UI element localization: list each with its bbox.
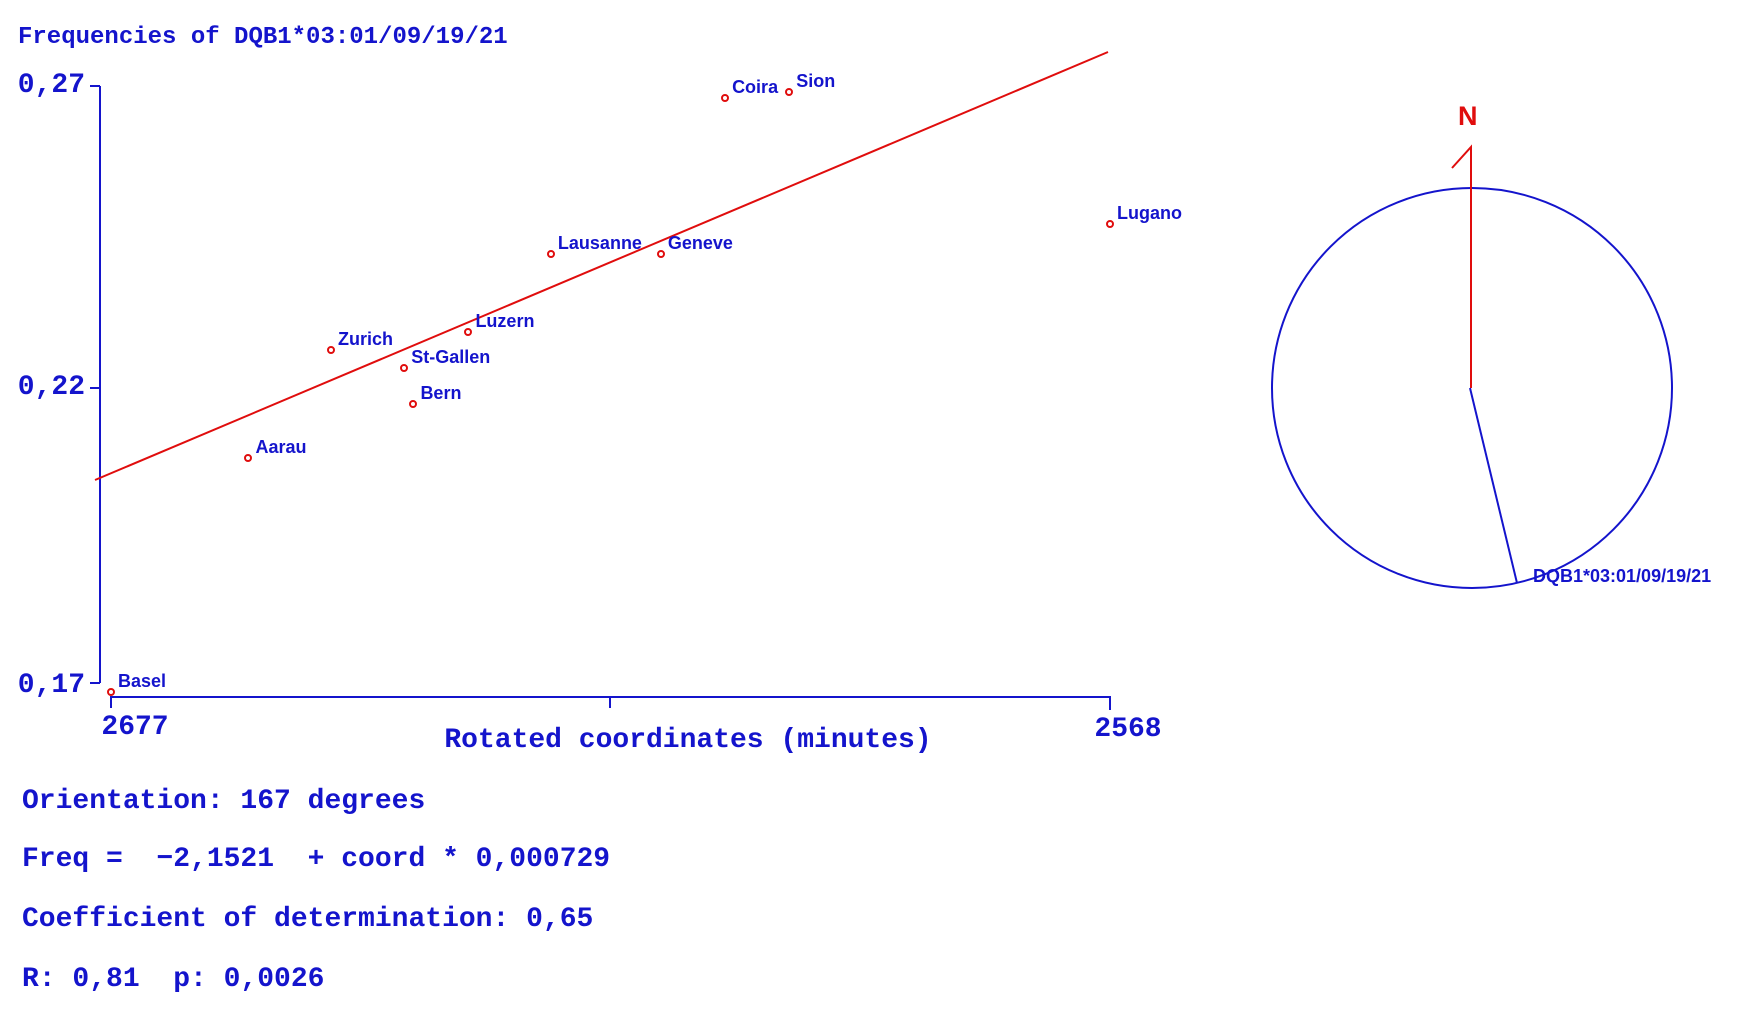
x-axis-line xyxy=(110,696,1111,710)
city-label-St-Gallen: St-Gallen xyxy=(411,347,491,367)
city-label-Luzern: Luzern xyxy=(475,311,535,331)
city-label-Aarau: Aarau xyxy=(255,437,307,457)
data-point-Lausanne xyxy=(546,250,555,258)
data-point-Lugano xyxy=(1106,220,1114,228)
city-label-Lausanne: Lausanne xyxy=(557,233,642,253)
y-tick-017: 0,17 xyxy=(17,670,85,701)
data-point-Basel xyxy=(107,688,115,696)
data-point-Geneve xyxy=(656,250,665,258)
stat-determination: Coefficient of determination: 0,65 xyxy=(22,904,594,935)
y-axis-line xyxy=(90,85,101,684)
y-tick-022: 0,22 xyxy=(17,372,85,403)
x-tick-2568: 2568 xyxy=(1094,714,1162,745)
y-tick-027: 0,27 xyxy=(17,70,85,101)
stat-equation: Freq = −2,1521 + coord * 0,000729 xyxy=(22,844,611,875)
data-point-Coira xyxy=(721,94,730,102)
city-label-Basel: Basel xyxy=(118,671,167,691)
data-point-Aarau xyxy=(244,454,253,462)
stat-orientation: Orientation: 167 degrees xyxy=(22,786,426,817)
compass-allele-label: DQB1*03:01/09/19/21 xyxy=(1533,566,1712,586)
orientation-pointer xyxy=(1469,387,1518,584)
city-label-Zurich: Zurich xyxy=(337,329,393,349)
x-axis-title: Rotated coordinates (minutes) xyxy=(444,725,932,756)
city-label-Geneve: Geneve xyxy=(667,233,733,253)
city-label-Sion: Sion xyxy=(796,71,836,91)
city-label-Lugano: Lugano xyxy=(1117,203,1182,223)
north-needle xyxy=(1451,144,1472,388)
data-point-St-Gallen xyxy=(400,364,409,372)
data-point-Bern xyxy=(409,400,418,408)
data-point-Sion xyxy=(785,88,794,96)
city-label-Coira: Coira xyxy=(732,77,779,97)
data-point-Zurich xyxy=(326,346,335,354)
city-label-Bern: Bern xyxy=(420,383,462,403)
x-tick-2677: 2677 xyxy=(101,712,169,743)
stat-r-p: R: 0,81 p: 0,0026 xyxy=(22,964,325,995)
chart-title: Frequencies of DQB1*03:01/09/19/21 xyxy=(18,24,508,51)
data-point-Luzern xyxy=(464,328,473,336)
compass-north-label: N xyxy=(1458,101,1478,131)
regression-line xyxy=(94,51,1109,481)
